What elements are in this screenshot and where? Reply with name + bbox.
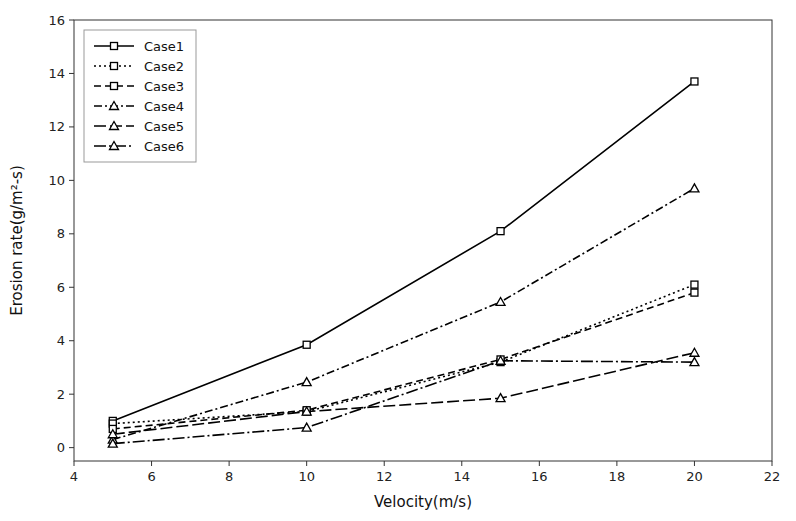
legend-marker [111,43,118,50]
y-tick-label: 14 [48,66,65,81]
legend-label: Case5 [144,119,184,134]
axes: 4 6 8 10 12 14 16 18 20 22 0 2 4 6 8 10 12 14 16 [48,13,780,485]
legend: Case1 Case2 Case3 Case4 Case5 Case6 [84,30,196,162]
point [302,423,311,431]
y-tick [69,447,74,448]
y-tick [69,126,74,127]
x-tick-label: 10 [298,469,315,484]
x-tick [74,461,75,466]
y-tick-label: 2 [57,387,65,402]
y-tick-label: 16 [48,13,65,28]
legend-marker [111,83,118,90]
point [497,228,504,235]
x-axis-label: Velocity(m/s) [374,493,472,511]
plot-frame [74,20,772,461]
y-tick-label: 4 [57,333,65,348]
point [302,407,311,415]
x-tick [151,461,152,466]
series-line [113,285,695,424]
y-tick-label: 6 [57,280,65,295]
point [691,289,698,296]
point [691,78,698,85]
point [303,341,310,348]
point [496,356,505,364]
x-tick [694,461,695,466]
y-tick [69,180,74,181]
series-line [113,353,695,435]
legend-label: Case6 [144,139,184,154]
x-tick [539,461,540,466]
x-tick-label: 8 [225,469,233,484]
y-tick [69,73,74,74]
legend-label: Case4 [144,99,184,114]
y-tick [69,287,74,288]
point [302,378,311,386]
point [108,430,117,438]
x-tick-label: 14 [454,469,471,484]
series-line [113,188,695,439]
x-tick-label: 16 [531,469,548,484]
x-tick-label: 4 [70,469,78,484]
y-tick-label: 8 [57,226,65,241]
legend-label: Case2 [144,59,184,74]
legend-marker [111,63,118,70]
x-tick [461,461,462,466]
x-tick [616,461,617,466]
y-tick-label: 0 [57,440,65,455]
y-tick-label: 12 [48,119,65,134]
x-tick [772,461,773,466]
y-tick [69,340,74,341]
x-tick-label: 12 [376,469,393,484]
x-tick-label: 6 [147,469,155,484]
x-tick-label: 22 [764,469,781,484]
chart: 4 6 8 10 12 14 16 18 20 22 0 2 4 6 8 10 12 14 16 Velocity(m… [0,0,796,521]
series-line [113,81,695,420]
point [108,439,117,447]
y-tick-label: 10 [48,173,65,188]
x-tick-label: 18 [609,469,626,484]
y-tick [69,233,74,234]
point [691,281,698,288]
legend-marker [110,142,119,150]
point [690,358,699,366]
point [690,348,699,356]
legend-label: Case1 [144,39,184,54]
y-axis-label: Erosion rate(g/m²-s) [8,165,26,316]
series-group [108,78,699,447]
legend-label: Case3 [144,79,184,94]
point [690,184,699,192]
point [496,297,505,305]
legend-box [84,30,196,162]
x-tick [384,461,385,466]
y-tick [69,20,74,21]
x-tick [229,461,230,466]
series-line [113,361,695,444]
point [496,394,505,402]
x-tick [306,461,307,466]
legend-marker [110,122,119,130]
x-tick-label: 20 [686,469,703,484]
legend-marker [110,102,119,110]
y-tick [69,394,74,395]
